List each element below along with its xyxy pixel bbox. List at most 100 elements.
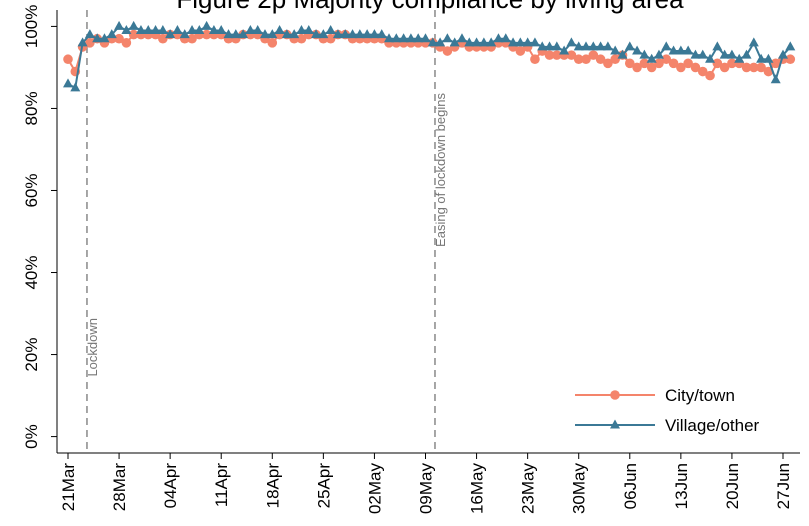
data-point <box>639 49 650 59</box>
data-point <box>442 33 453 43</box>
data-point <box>654 58 664 69</box>
data-point <box>230 29 241 39</box>
data-point <box>581 54 591 65</box>
data-point <box>223 29 234 39</box>
data-point <box>135 25 146 35</box>
y-tick-label: 20% <box>22 338 41 372</box>
data-point <box>70 82 81 92</box>
data-point <box>384 33 395 43</box>
data-point <box>128 20 139 30</box>
x-tick-label: 04Apr <box>161 463 180 509</box>
data-point <box>529 37 540 47</box>
legend-label: City/town <box>665 386 735 405</box>
x-tick-label: 27Jun <box>774 463 793 509</box>
y-tick-label: 100% <box>22 5 41 48</box>
data-point <box>726 49 737 59</box>
data-point <box>573 54 584 65</box>
data-point <box>566 50 577 60</box>
data-point <box>749 62 759 73</box>
data-point <box>172 25 183 35</box>
data-point <box>712 58 723 69</box>
data-point <box>398 33 409 43</box>
data-point <box>158 33 168 44</box>
data-point <box>121 38 132 48</box>
data-point <box>238 29 249 39</box>
data-point <box>588 41 599 51</box>
data-point <box>727 58 737 69</box>
data-point <box>668 45 679 55</box>
y-tick-label: 0% <box>22 424 41 449</box>
x-tick-label: 06Jun <box>621 463 640 509</box>
data-point <box>493 33 504 43</box>
data-point <box>259 29 270 39</box>
data-point <box>63 54 73 65</box>
data-point <box>632 45 643 55</box>
data-point <box>471 37 482 47</box>
data-point <box>114 33 124 44</box>
data-point <box>668 58 679 69</box>
data-point <box>697 66 708 77</box>
x-tick-label: 16May <box>468 463 487 515</box>
data-point <box>595 41 606 51</box>
data-point <box>785 54 796 65</box>
data-point <box>420 33 431 43</box>
data-point <box>311 29 322 39</box>
data-point <box>770 58 781 69</box>
data-point <box>354 29 365 39</box>
data-point <box>756 53 767 63</box>
data-point <box>719 49 730 59</box>
data-point <box>245 25 256 35</box>
data-point <box>639 58 650 69</box>
data-point <box>690 62 701 73</box>
data-point <box>683 45 694 55</box>
data-point <box>281 29 292 39</box>
legend-label: Village/other <box>665 416 760 435</box>
data-point <box>340 29 351 39</box>
data-point <box>741 49 752 59</box>
data-point <box>252 25 263 35</box>
x-tick-label: 20Jun <box>723 463 742 509</box>
data-point <box>595 54 606 65</box>
data-point <box>187 25 198 35</box>
legend-marker <box>610 390 620 400</box>
x-tick-label: 25Apr <box>314 463 333 509</box>
data-point <box>267 29 278 39</box>
x-tick-label: 18Apr <box>263 463 282 509</box>
data-point <box>216 25 227 35</box>
data-point <box>427 37 438 47</box>
data-point <box>456 33 467 43</box>
x-tick-label: 23May <box>519 463 538 515</box>
chart-title: Figure 2p Majority compliance by living … <box>176 0 684 14</box>
data-point <box>573 41 584 51</box>
data-point <box>362 29 373 39</box>
data-point <box>602 41 613 51</box>
data-point <box>705 70 715 81</box>
data-point <box>559 45 570 55</box>
y-tick-label: 60% <box>22 173 41 207</box>
data-point <box>347 29 358 39</box>
data-point <box>544 50 555 60</box>
data-point <box>741 62 752 73</box>
data-point <box>610 45 621 55</box>
data-point <box>661 41 672 51</box>
data-point <box>289 29 300 39</box>
data-point <box>617 49 628 59</box>
data-point <box>405 33 416 43</box>
data-point <box>508 37 519 47</box>
data-point <box>551 41 562 51</box>
data-point <box>748 37 759 47</box>
data-point <box>332 29 343 39</box>
data-point <box>84 29 95 39</box>
data-point <box>478 37 489 47</box>
data-point <box>676 62 686 73</box>
data-point <box>500 33 511 43</box>
data-point <box>194 25 205 35</box>
data-point <box>522 37 533 47</box>
data-point <box>77 37 88 47</box>
data-point <box>486 37 497 47</box>
data-point <box>646 62 657 73</box>
data-point <box>413 33 424 43</box>
data-point <box>303 25 314 35</box>
y-tick-label: 40% <box>22 256 41 290</box>
